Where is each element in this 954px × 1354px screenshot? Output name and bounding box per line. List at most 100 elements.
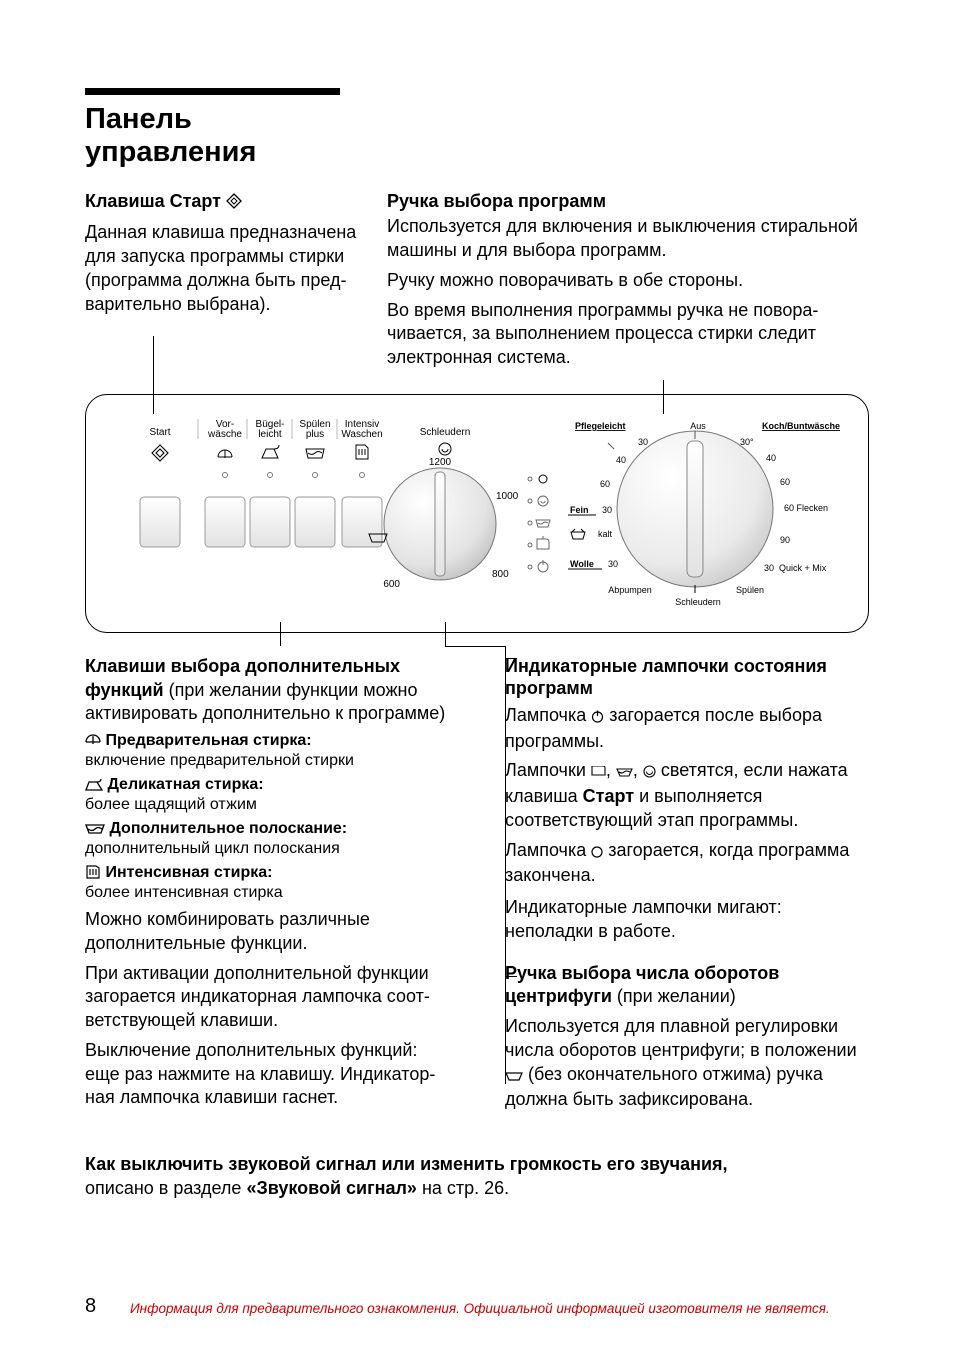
extras-heading: Клавиши выбора дополнительных функций (п…	[85, 655, 449, 726]
rpm-body-b: (без окончательно­го отжима) ручка должн…	[505, 1064, 823, 1110]
wash-icon	[591, 761, 606, 785]
nospin-icon	[505, 1065, 523, 1089]
svg-text:1200: 1200	[429, 457, 452, 468]
func-prewash: Предварительная стирка: включение предва…	[85, 732, 449, 770]
func-intensive-body: более интенсивная стирка	[85, 884, 283, 901]
callout-line	[505, 976, 517, 977]
bottom-c: «Звуковой сигнал»	[246, 1178, 416, 1198]
rpm-body-a: Используется для плавной регули­ровки чи…	[505, 1016, 857, 1060]
func-intensive: Интенсивная стирка: более интенсивная ст…	[85, 864, 449, 902]
power-icon	[591, 706, 604, 730]
title-line-1: Панель	[85, 103, 192, 135]
heading-rule	[85, 88, 340, 95]
svg-text:30: 30	[608, 559, 618, 569]
svg-text:leicht: leicht	[258, 429, 282, 440]
svg-text:600: 600	[383, 579, 400, 590]
leds-p1: Лампочка загорается после выбо­ра програ…	[505, 704, 869, 754]
intro-col-prog: Ручка выбора программ Используется для в…	[387, 190, 869, 376]
func-intensive-title: Интенсивная стирка:	[105, 864, 272, 881]
leds-p2: Лампочки , , светятся, если нажата клави…	[505, 759, 869, 832]
extras-heading-b: функций	[85, 680, 164, 700]
svg-text:90: 90	[780, 535, 790, 545]
func-rinse-title: Дополнительное полоскание:	[109, 820, 347, 837]
svg-text:Spülen: Spülen	[736, 585, 764, 595]
basin-icon	[85, 822, 105, 840]
svg-text:30: 30	[602, 505, 612, 515]
start-heading-text: Клавиша Старт	[85, 191, 221, 211]
rpm-heading: Ручка выбора числа оборотов центрифуги (…	[505, 962, 869, 1010]
control-panel-diagram: Start Vor-wäsche Bügel-leicht Spülenplus	[85, 394, 869, 633]
func-prewash-title: Предварительная стирка:	[105, 732, 311, 749]
svg-text:60: 60	[600, 479, 610, 489]
leds-p4: Индикаторные лампочки мигают: неполадки …	[505, 896, 869, 944]
intro-columns: Клавиша Старт Данная клавиша предназначе…	[85, 190, 869, 376]
func-prewash-body: включение предварительной стирки	[85, 752, 354, 769]
func-delicate: Деликатная стирка: более щадящий отжим	[85, 776, 449, 814]
prog-p3: Во время выполнения программы ручка не п…	[387, 299, 869, 370]
start-diamond-icon	[226, 192, 242, 216]
leds-p3: Лампочка загорается, когда про­грамма за…	[505, 839, 869, 889]
svg-text:30°: 30°	[740, 437, 754, 447]
rpm-heading-tail: (при желании)	[612, 986, 736, 1006]
intro-col-start: Клавиша Старт Данная клавиша предназначе…	[85, 190, 365, 376]
prog-p2: Ручку можно поворачивать в обе стороны.	[387, 269, 869, 293]
leds-heading: Индикаторные лампочки состояния программ	[505, 655, 869, 700]
shirt-icon	[85, 865, 101, 884]
lbl-start: Start	[149, 427, 170, 438]
svg-text:Schleudern: Schleudern	[420, 427, 471, 438]
svg-text:30 Quick + Mix: 30 Quick + Mix	[764, 563, 827, 573]
svg-text:kalt: kalt	[598, 529, 613, 539]
callout-line	[445, 646, 505, 647]
right-lower-column: Индикаторные лампочки состояния программ…	[489, 655, 869, 1118]
svg-text:800: 800	[492, 569, 509, 580]
extras-heading-a: Клавиши выбора дополнительных	[85, 656, 400, 676]
extras-p3: Выключение дополнительных функций: еще р…	[85, 1039, 449, 1110]
spin-icon	[643, 761, 656, 785]
lower-columns: Клавиши выбора дополнительных функций (п…	[85, 655, 869, 1118]
func-delicate-title: Деликатная стирка:	[107, 776, 263, 793]
bottom-d: на стр. 26.	[417, 1178, 509, 1198]
page-number: 8	[85, 1295, 96, 1318]
start-body: Данная клавиша предназначена для запуска…	[85, 221, 365, 316]
svg-text:60 Flecken: 60 Flecken	[784, 503, 828, 513]
callout-line	[280, 622, 281, 646]
panel-svg: Start Vor-wäsche Bügel-leicht Spülenplus	[100, 409, 860, 609]
prog-p1: Используется для включения и выключения …	[387, 215, 869, 263]
control-panel: Start Vor-wäsche Bügel-leicht Spülenplus	[85, 394, 869, 633]
func-rinse-body: дополнительный цикл полоскания	[85, 840, 340, 857]
prewash-icon	[85, 733, 101, 752]
svg-text:Aus: Aus	[690, 421, 706, 431]
leds-p2a: Лампочки	[505, 760, 591, 780]
callout-line	[505, 658, 517, 659]
svg-text:60: 60	[780, 477, 790, 487]
title-line-2: управления	[85, 136, 256, 168]
callout-line	[505, 646, 506, 1084]
bottom-note: Как выключить звуковой сигнал или измени…	[85, 1152, 869, 1201]
svg-text:Abpumpen: Abpumpen	[608, 585, 652, 595]
extras-p2: При активации дополнительной функции заг…	[85, 962, 449, 1033]
svg-text:40: 40	[766, 453, 776, 463]
rpm-body: Используется для плавной регули­ровки чи…	[505, 1015, 869, 1112]
svg-text:Fein: Fein	[570, 505, 589, 515]
start-heading: Клавиша Старт	[85, 190, 365, 216]
bottom-b: описано в разделе	[85, 1178, 246, 1198]
svg-text:Schleudern: Schleudern	[675, 597, 721, 607]
extras-p1: Можно комбинировать различные дополнител…	[85, 908, 449, 956]
footer-disclaimer: Информация для предварительного ознакомл…	[130, 1301, 869, 1316]
svg-text:Wolle: Wolle	[570, 559, 594, 569]
svg-text:Pflegeleicht: Pflegeleicht	[575, 421, 626, 431]
func-rinse: Дополнительное полоскание: дополнительны…	[85, 820, 449, 858]
iron-icon	[85, 778, 103, 796]
leds-p2c: Старт	[583, 786, 634, 806]
prog-heading: Ручка выбора программ	[387, 190, 869, 214]
basin-icon	[616, 761, 633, 785]
done-icon	[591, 841, 603, 865]
svg-text:plus: plus	[306, 429, 324, 440]
svg-text:Waschen: Waschen	[341, 429, 382, 440]
svg-text:40: 40	[616, 455, 626, 465]
page: Панель управления Клавиша Старт Данная к…	[0, 0, 954, 1354]
callout-line	[445, 622, 446, 646]
leds-p3a: Лампочка	[505, 840, 591, 860]
svg-text:Koch/Buntwäsche: Koch/Buntwäsche	[762, 421, 840, 431]
leds-p1a: Лампочка	[505, 705, 591, 725]
